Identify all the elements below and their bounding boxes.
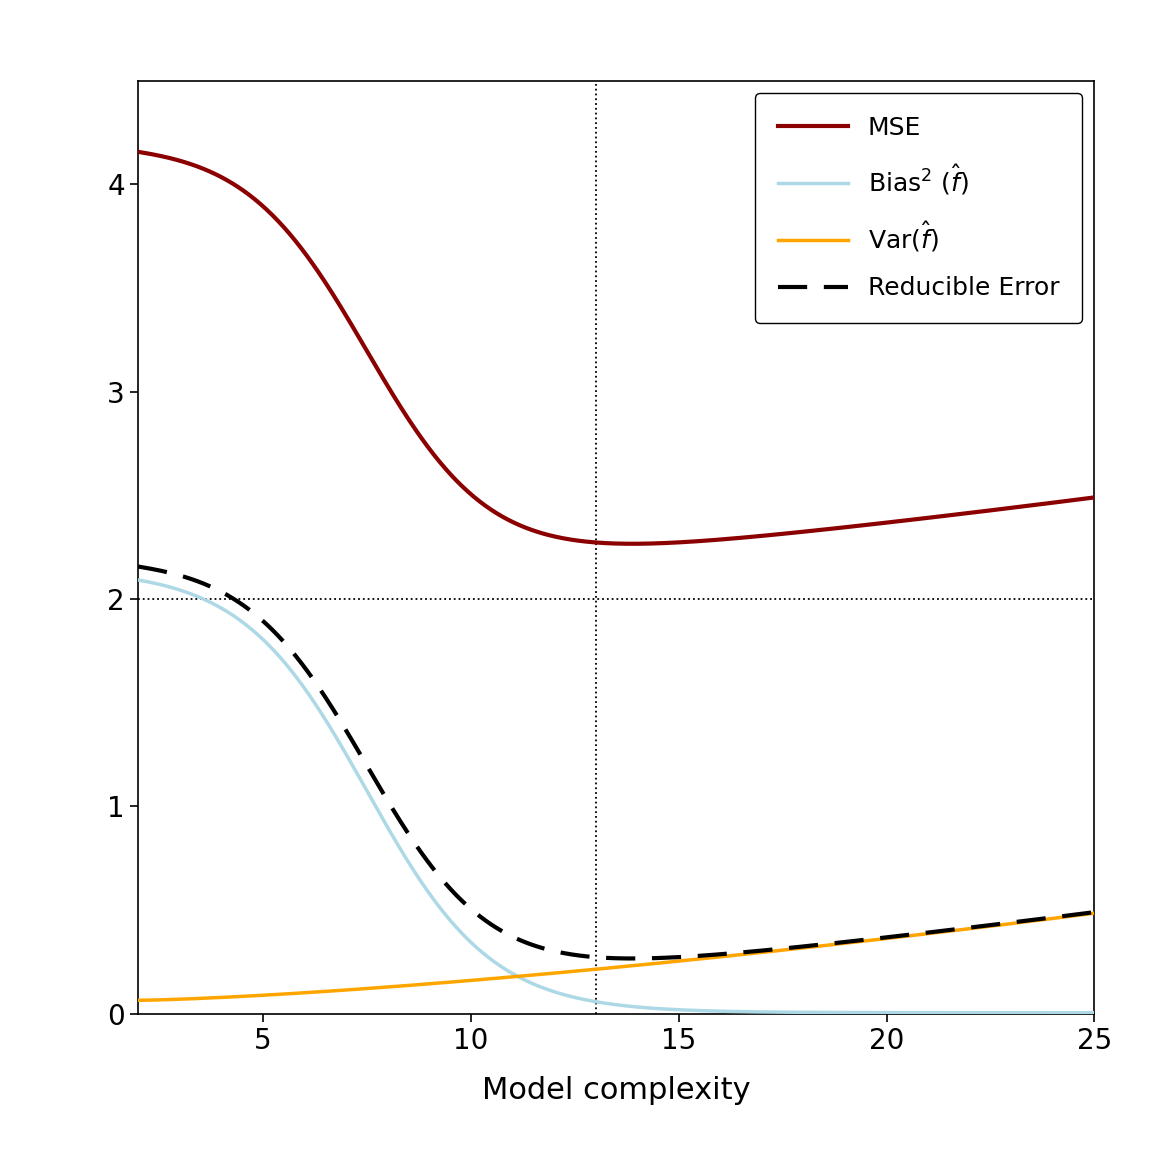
X-axis label: Model complexity: Model complexity	[482, 1076, 751, 1105]
Legend: MSE, Bias$^2$ $(\hat{f})$, Var$(\hat{f})$, Reducible Error: MSE, Bias$^2$ $(\hat{f})$, Var$(\hat{f})…	[756, 93, 1082, 323]
